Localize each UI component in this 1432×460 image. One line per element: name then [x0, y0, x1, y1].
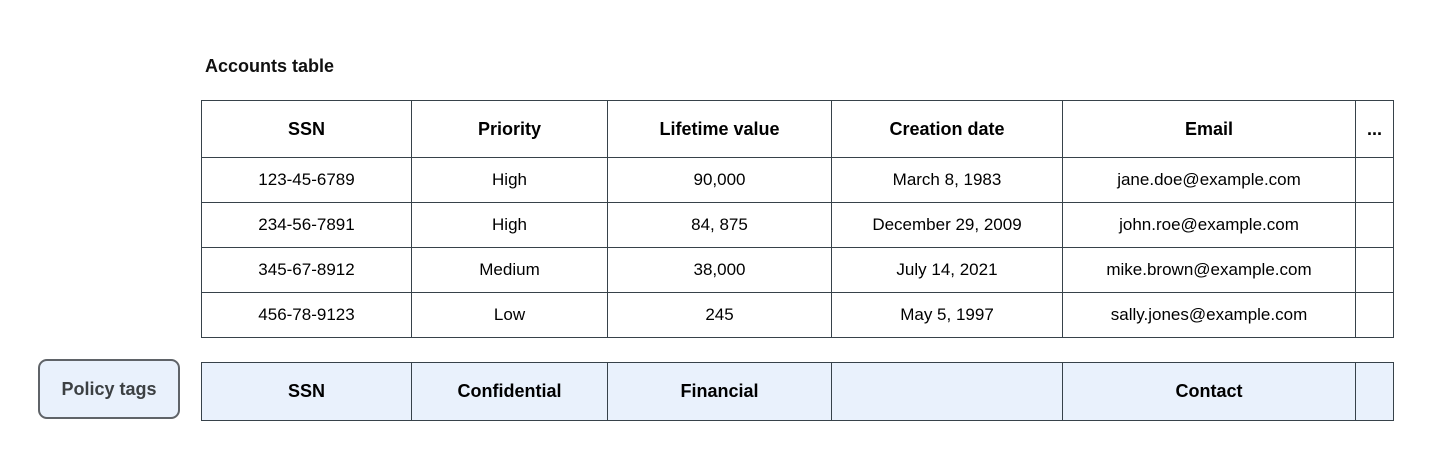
cell-lifetime-value: 90,000: [607, 157, 832, 203]
column-header-priority: Priority: [411, 100, 608, 158]
cell-priority: Medium: [411, 247, 608, 293]
cell-lifetime-value: 38,000: [607, 247, 832, 293]
column-header-lifetime-value: Lifetime value: [607, 100, 832, 158]
accounts-table: SSN Priority Lifetime value Creation dat…: [201, 100, 1394, 338]
policy-tag-contact: Contact: [1062, 362, 1356, 421]
accounts-table-body: 123-45-6789 High 90,000 March 8, 1983 ja…: [201, 157, 1394, 338]
cell-ssn: 123-45-6789: [201, 157, 412, 203]
cell-ssn: 345-67-8912: [201, 247, 412, 293]
policy-tag-financial: Financial: [607, 362, 832, 421]
table-row: 345-67-8912 Medium 38,000 July 14, 2021 …: [201, 247, 1394, 293]
cell-email: sally.jones@example.com: [1062, 292, 1356, 338]
cell-lifetime-value: 245: [607, 292, 832, 338]
table-row: 456-78-9123 Low 245 May 5, 1997 sally.jo…: [201, 292, 1394, 338]
column-header-email: Email: [1062, 100, 1356, 158]
cell-more: [1355, 247, 1394, 293]
policy-tag-ssn: SSN: [201, 362, 412, 421]
cell-priority: Low: [411, 292, 608, 338]
cell-email: john.roe@example.com: [1062, 202, 1356, 248]
cell-creation-date: May 5, 1997: [831, 292, 1063, 338]
policy-tag-empty: [831, 362, 1063, 421]
cell-more: [1355, 157, 1394, 203]
cell-email: jane.doe@example.com: [1062, 157, 1356, 203]
column-header-creation-date: Creation date: [831, 100, 1063, 158]
accounts-table-title: Accounts table: [205, 56, 335, 76]
cell-more: [1355, 292, 1394, 338]
policy-tag-empty-more: [1355, 362, 1394, 421]
cell-creation-date: July 14, 2021: [831, 247, 1063, 293]
cell-ssn: 456-78-9123: [201, 292, 412, 338]
policy-tag-confidential: Confidential: [411, 362, 608, 421]
table-row: 123-45-6789 High 90,000 March 8, 1983 ja…: [201, 157, 1394, 203]
policy-tags-button[interactable]: Policy tags: [38, 359, 180, 419]
cell-more: [1355, 202, 1394, 248]
cell-creation-date: March 8, 1983: [831, 157, 1063, 203]
cell-ssn: 234-56-7891: [201, 202, 412, 248]
policy-tags-row: SSN Confidential Financial Contact: [201, 362, 1394, 421]
accounts-table-header: SSN Priority Lifetime value Creation dat…: [201, 100, 1394, 158]
column-header-ssn: SSN: [201, 100, 412, 158]
cell-creation-date: December 29, 2009: [831, 202, 1063, 248]
cell-email: mike.brown@example.com: [1062, 247, 1356, 293]
table-row: 234-56-7891 High 84, 875 December 29, 20…: [201, 202, 1394, 248]
column-header-more-ellipsis: ...: [1355, 100, 1394, 158]
cell-lifetime-value: 84, 875: [607, 202, 832, 248]
header-row: SSN Priority Lifetime value Creation dat…: [201, 100, 1394, 158]
cell-priority: High: [411, 157, 608, 203]
policy-tags-cells: SSN Confidential Financial Contact: [201, 362, 1394, 421]
cell-priority: High: [411, 202, 608, 248]
